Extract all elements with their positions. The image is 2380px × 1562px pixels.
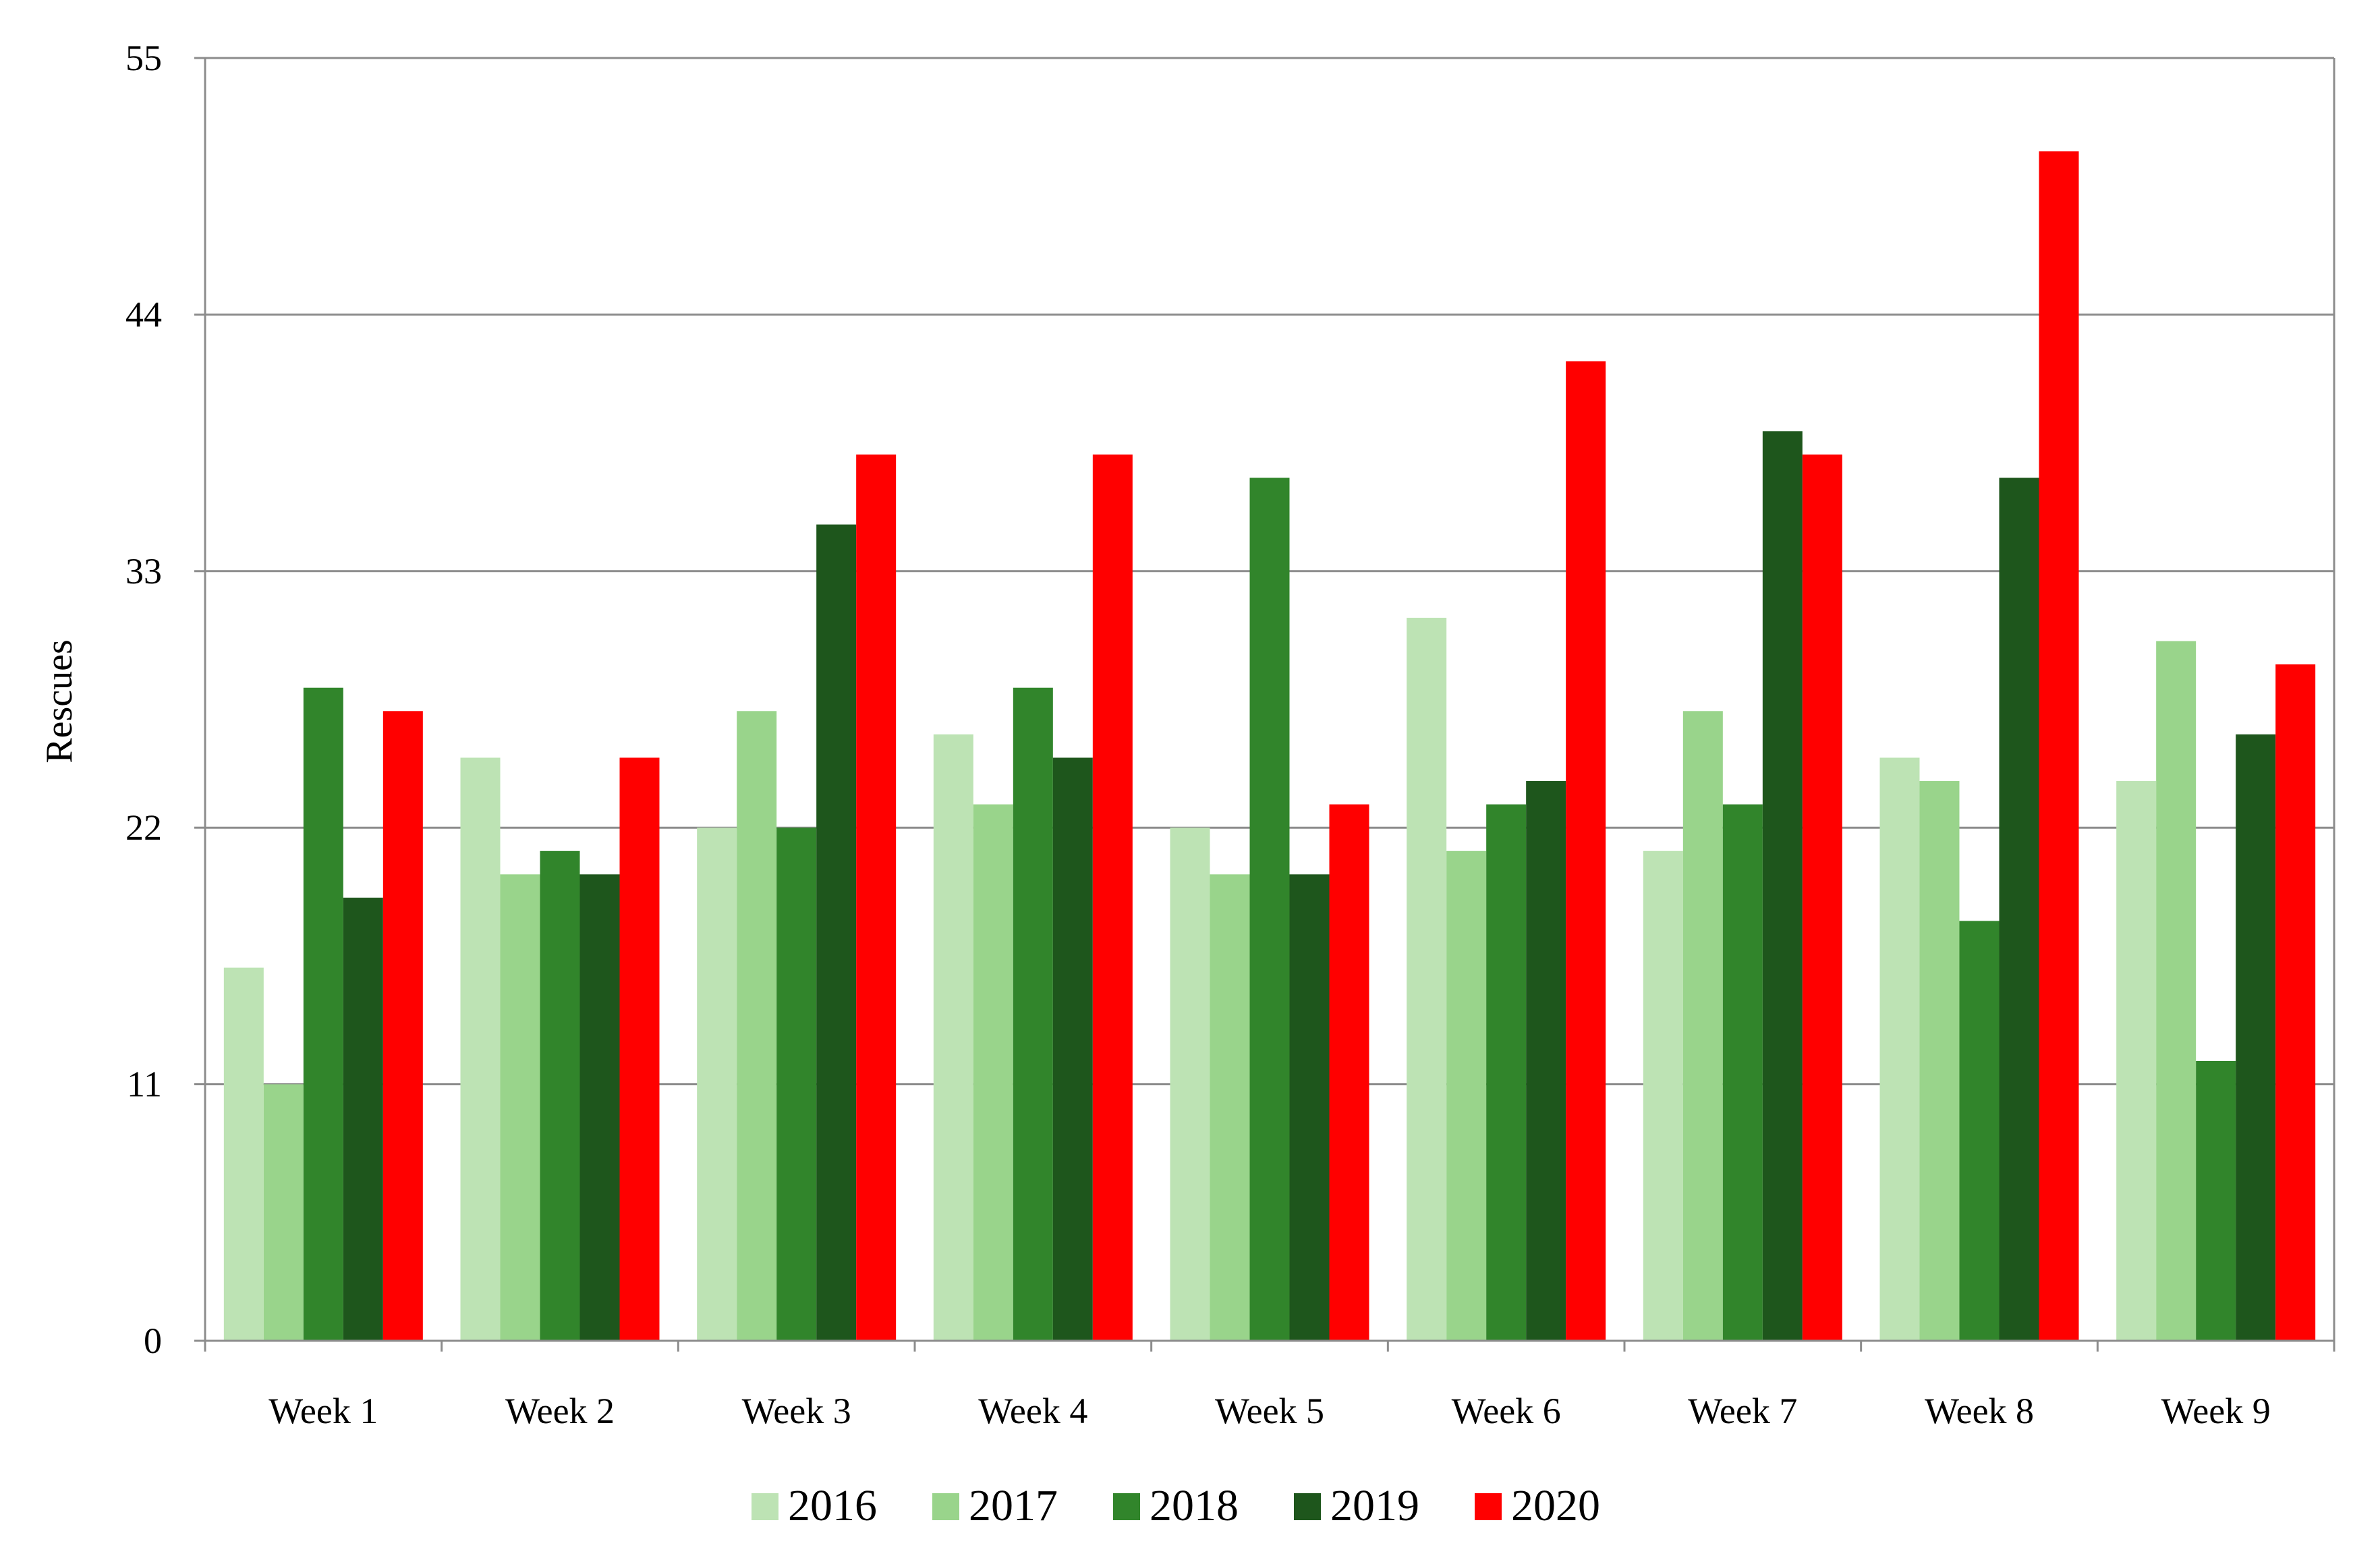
legend: 2016 2017 2018 2019 2020	[752, 1481, 1600, 1530]
bar-2020-week-7	[1802, 454, 1842, 1341]
bar-2020-week-6	[1566, 361, 1606, 1341]
bar-2016-week-5	[1170, 828, 1210, 1341]
bar-2017-week-5	[1210, 874, 1250, 1341]
y-tick-label: 55	[125, 38, 162, 78]
bar-2018-week-6	[1486, 804, 1527, 1341]
bar-2020-week-4	[1092, 454, 1133, 1341]
bar-2019-week-4	[1052, 757, 1093, 1341]
legend-swatch-2017	[932, 1493, 959, 1520]
bar-2017-week-4	[973, 804, 1013, 1341]
x-category-label: Week 1	[268, 1391, 378, 1431]
bar-2019-week-1	[343, 897, 383, 1341]
y-tick-label: 0	[144, 1321, 162, 1361]
bar-2016-week-1	[223, 967, 264, 1341]
bar-2016-week-7	[1643, 850, 1683, 1341]
bar-2020-week-5	[1329, 804, 1369, 1341]
x-category-label: Week 5	[1215, 1391, 1324, 1431]
legend-swatch-2019	[1294, 1493, 1321, 1520]
bar-2017-week-1	[263, 1084, 304, 1341]
bar-2016-week-3	[697, 828, 737, 1341]
legend-label-2020: 2020	[1511, 1481, 1600, 1530]
bar-2016-week-2	[460, 757, 501, 1341]
bar-2020-week-1	[382, 711, 423, 1341]
bar-2018-week-4	[1013, 687, 1053, 1341]
x-category-label: Week 3	[742, 1391, 851, 1431]
bar-2017-week-2	[500, 874, 540, 1341]
bar-2016-week-8	[1879, 757, 1920, 1341]
legend-label-2016: 2016	[788, 1481, 877, 1530]
x-axis-labels: Week 1 Week 2 Week 3 Week 4 Week 5 Week 6 Week…	[268, 1391, 2270, 1431]
bar-2017-week-9	[2156, 641, 2197, 1341]
bar-2018-week-7	[1722, 804, 1763, 1341]
bar-2017-week-3	[737, 711, 777, 1341]
bar-2017-week-6	[1446, 850, 1487, 1341]
y-axis-ticks: 0 11 22 33 44 55	[125, 38, 162, 1361]
legend-swatch-2016	[752, 1493, 778, 1520]
bar-2019-week-5	[1289, 874, 1330, 1341]
bar-2017-week-8	[1919, 781, 1960, 1341]
x-category-label: Week 4	[978, 1391, 1087, 1431]
bar-2019-week-3	[816, 524, 857, 1341]
bar-2018-week-3	[776, 828, 817, 1341]
bar-2018-week-9	[2196, 1061, 2236, 1341]
y-axis-title: Rescues	[38, 639, 80, 763]
bar-2017-week-7	[1682, 711, 1723, 1341]
bar-2018-week-8	[1959, 921, 2000, 1341]
bar-2016-week-9	[2116, 781, 2157, 1341]
legend-swatch-2018	[1113, 1493, 1140, 1520]
bar-2019-week-8	[1999, 478, 2039, 1341]
bar-2020-week-9	[2275, 664, 2316, 1341]
y-tick-label: 44	[125, 294, 162, 335]
x-category-label: Week 7	[1688, 1391, 1797, 1431]
bar-2018-week-2	[540, 850, 580, 1341]
y-tick-label: 22	[125, 807, 162, 848]
bar-2016-week-4	[933, 734, 973, 1341]
bar-2019-week-9	[2236, 734, 2276, 1341]
bar-2019-week-6	[1526, 781, 1566, 1341]
legend-label-2017: 2017	[969, 1481, 1058, 1530]
bar-2020-week-3	[856, 454, 897, 1341]
legend-label-2019: 2019	[1330, 1481, 1419, 1530]
bar-2019-week-2	[579, 874, 620, 1341]
y-tick-label: 33	[125, 551, 162, 591]
x-category-label: Week 9	[2161, 1391, 2271, 1431]
x-category-label: Week 8	[1925, 1391, 2034, 1431]
bar-2016-week-6	[1407, 617, 1447, 1341]
bar-2019-week-7	[1762, 431, 1803, 1341]
bar-2020-week-8	[2039, 151, 2079, 1341]
y-tick-label: 11	[127, 1064, 162, 1105]
bars	[223, 151, 2316, 1341]
bar-2018-week-5	[1249, 478, 1290, 1341]
bar-2020-week-2	[619, 757, 660, 1341]
x-category-label: Week 2	[505, 1391, 615, 1431]
legend-label-2018: 2018	[1150, 1481, 1239, 1530]
axes	[194, 57, 2335, 1352]
legend-swatch-2020	[1475, 1493, 1502, 1520]
x-category-label: Week 6	[1452, 1391, 1561, 1431]
bar-2018-week-1	[303, 687, 343, 1341]
